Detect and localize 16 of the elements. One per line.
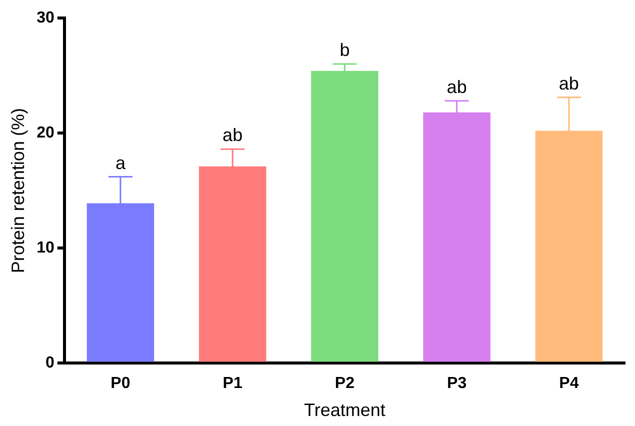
annotation: ab (446, 76, 467, 97)
x-tick-label: P0 (110, 375, 130, 392)
x-tick-label: P2 (334, 375, 355, 392)
annotation: ab (222, 125, 243, 146)
y-tick-label: 20 (36, 124, 54, 142)
y-tick-label: 30 (36, 9, 54, 26)
annotation: a (115, 152, 126, 173)
x-axis-title: Treatment (304, 400, 386, 420)
y-tick-label: 0 (45, 354, 54, 372)
y-tick-label: 10 (36, 240, 54, 257)
x-tick-label: P1 (222, 375, 242, 392)
annotation: b (340, 40, 350, 60)
annotation: ab (558, 73, 579, 94)
x-tick-label: P4 (559, 375, 579, 392)
y-axis-title: Protein retention (%) (8, 108, 28, 274)
x-tick-label: P3 (447, 375, 467, 392)
